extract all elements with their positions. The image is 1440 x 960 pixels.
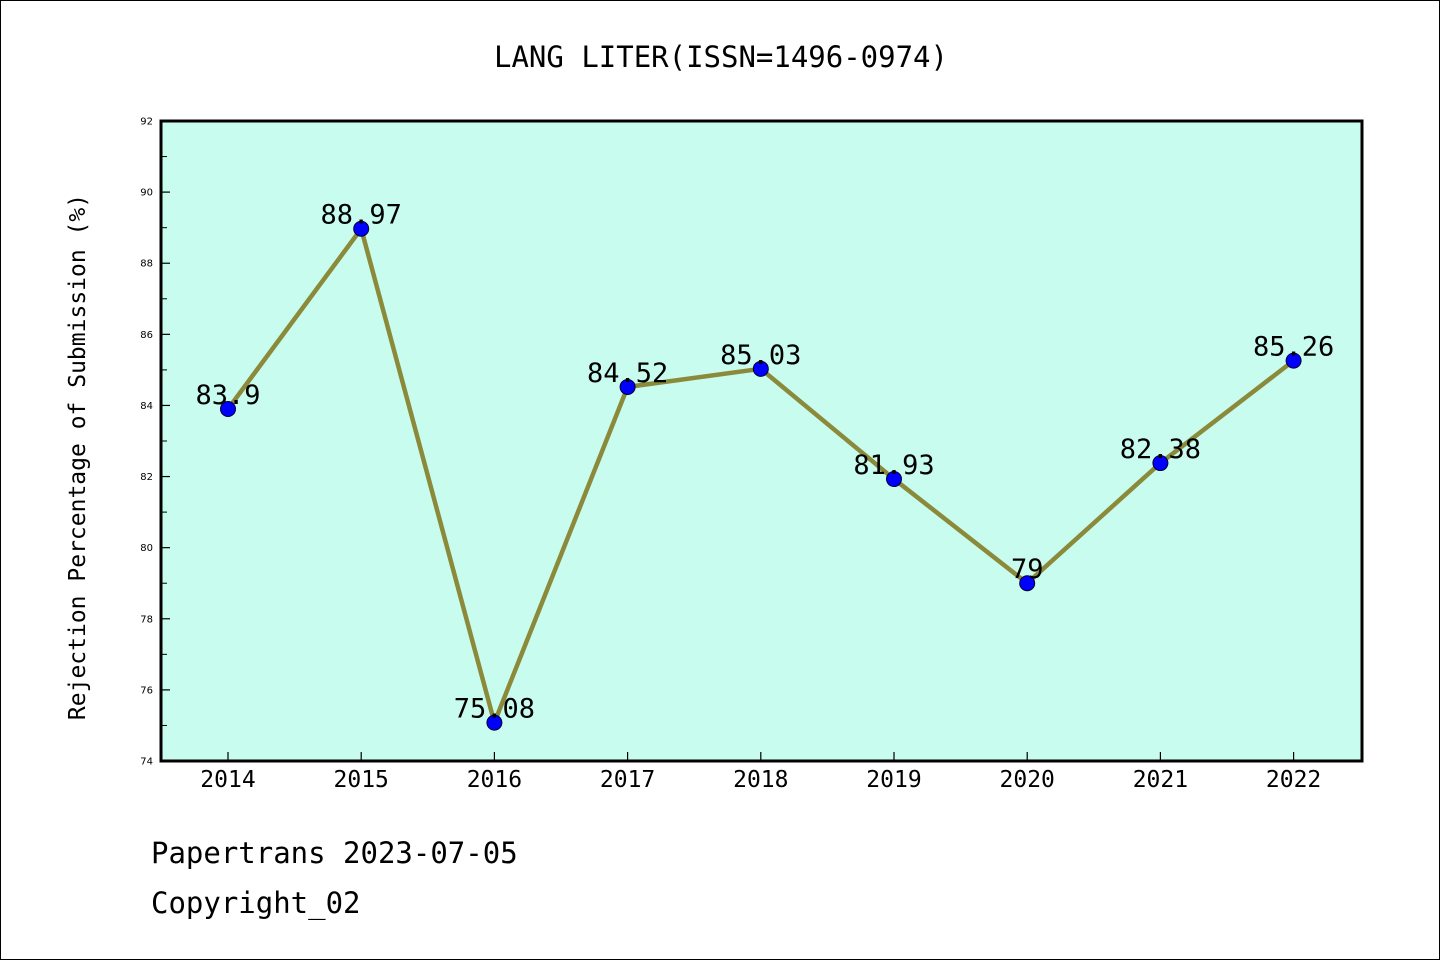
data-label: 85.26 — [1253, 332, 1334, 363]
chart-title: LANG LITER(ISSN=1496-0974) — [494, 40, 948, 74]
data-point — [752, 360, 769, 377]
data-point — [486, 714, 503, 731]
x-tick-label: 2015 — [334, 767, 389, 793]
data-labels: 83.9 88.97 75.08 84.52 85.03 81.93 79 82.38 85.2… — [195, 200, 1334, 725]
data-label: 83.9 — [195, 380, 260, 411]
data-point — [220, 401, 236, 417]
y-tick-label: 80 — [140, 543, 153, 554]
data-label: 82.38 — [1120, 434, 1201, 465]
data-label: 81.93 — [853, 450, 934, 481]
y-tick-label: 86 — [140, 330, 153, 341]
x-tick-label: 2016 — [467, 767, 522, 793]
y-tick-label: 84 — [140, 401, 153, 412]
data-label: 75.08 — [454, 694, 535, 725]
data-point — [1019, 575, 1036, 592]
x-tick-label: 2017 — [600, 767, 655, 793]
x-axis: 2014 2015 2016 2017 2018 2019 2020 2021 2022 — [200, 752, 1321, 793]
y-axis-label: Rejection Percentage of Submission (%) — [65, 194, 91, 720]
data-point — [886, 471, 902, 488]
data-point — [353, 220, 370, 237]
data-point — [1152, 455, 1169, 472]
y-tick-label: 76 — [140, 685, 153, 696]
y-tick-label: 74 — [140, 757, 153, 768]
x-tick-label: 2018 — [733, 767, 788, 793]
data-point — [619, 378, 636, 395]
x-tick-label: 2021 — [1133, 767, 1188, 793]
data-point — [1285, 352, 1302, 369]
data-label: 85.03 — [720, 340, 801, 371]
y-tick-label: 82 — [140, 472, 153, 483]
y-tick-label: 92 — [140, 117, 153, 128]
x-tick-label: 2022 — [1266, 767, 1321, 793]
y-tick-label: 78 — [140, 614, 153, 625]
data-label: 84.52 — [587, 358, 668, 389]
x-tick-label: 2020 — [1000, 767, 1055, 793]
y-axis: 74 76 78 80 82 84 86 88 90 92 — [140, 117, 170, 768]
y-tick-label: 88 — [140, 259, 153, 270]
x-tick-label: 2019 — [866, 767, 921, 793]
footer-date: Papertrans 2023-07-05 — [151, 836, 518, 870]
data-label: 88.97 — [321, 200, 402, 231]
footer-copyright: Copyright_02 — [151, 886, 361, 920]
x-tick-label: 2014 — [200, 767, 255, 793]
y-tick-label: 90 — [140, 188, 153, 199]
series-layer — [220, 220, 1302, 731]
data-label: 79 — [1011, 554, 1044, 585]
